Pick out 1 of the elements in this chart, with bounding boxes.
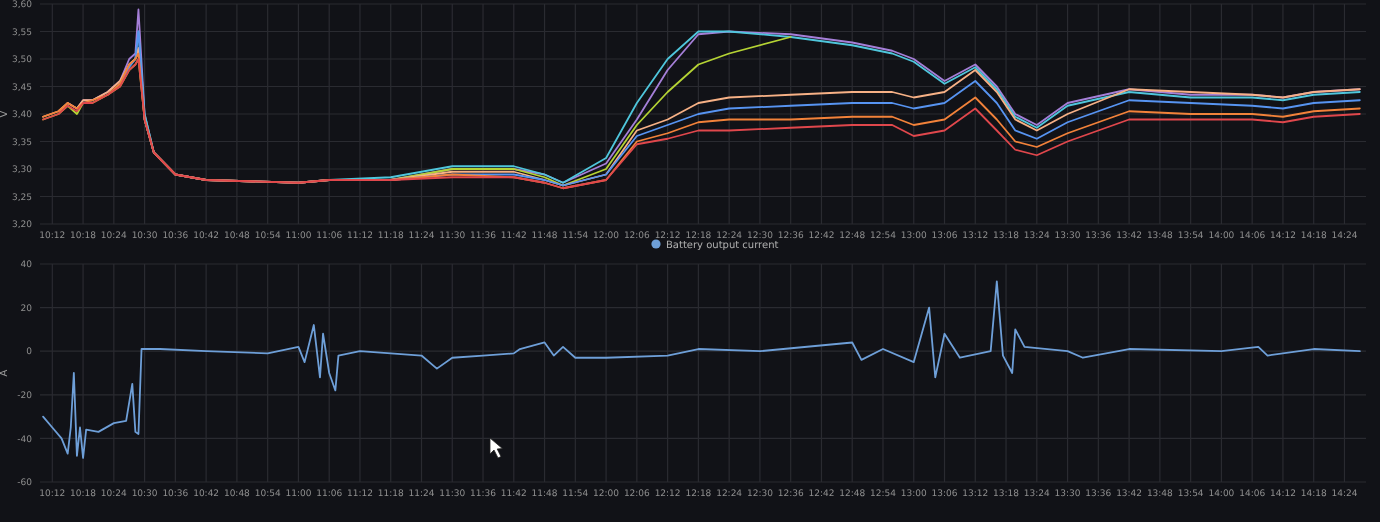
line-series: [42, 280, 1361, 459]
